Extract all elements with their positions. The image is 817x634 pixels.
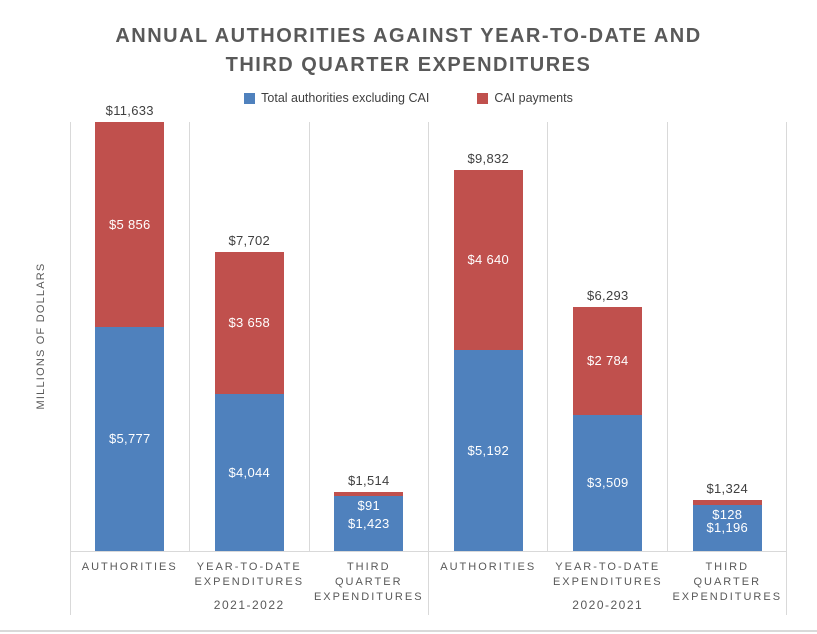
bar-segment-label-cai-payments: $4 640	[467, 252, 510, 267]
bar-segment-cai-payments	[334, 492, 404, 496]
bar-total-label: $11,633	[105, 103, 154, 118]
bar-segment-total-authorities-excluding-cai	[453, 350, 523, 551]
bar-segment-label-cai-payments: $3 658	[228, 315, 271, 330]
bar-segment-total-authorities-excluding-cai	[573, 415, 643, 551]
plot-right-border	[786, 122, 787, 615]
bar-total-label: $6,293	[586, 288, 629, 303]
bar-segment-label-cai-payments: $91	[357, 498, 381, 513]
bar-total-label: $1,324	[706, 481, 749, 496]
category-separator-line	[547, 122, 548, 551]
group-axis: 2021-2022 2020-2021	[70, 598, 787, 612]
bar-segment-cai-payments	[692, 500, 762, 505]
group-separator-line	[428, 122, 429, 615]
bar-segment-label-total-authorities: $4,044	[228, 464, 271, 480]
bar-segment-label-total-authorities: $5,192	[467, 442, 510, 458]
bar-segment-label-cai-payments: $2 784	[586, 353, 629, 368]
bar-segment-total-authorities-excluding-cai	[214, 394, 284, 551]
bar-segment-label-cai-payments: $5 856	[108, 216, 151, 232]
plot-area: $11,633 $5 856 $5,777 $7,702 $3 658 $4,044 $1,…	[70, 103, 787, 551]
y-axis-title: MILLIONS OF DOLLARS	[35, 262, 47, 410]
group-label-2021-2022: 2021-2022	[213, 598, 285, 612]
category-separator-line	[309, 122, 310, 551]
category-axis: AUTHORITIES YEAR-TO-DATE EXPENDITURES TH…	[70, 560, 787, 605]
bar-segment-cai-payments	[453, 170, 523, 350]
bar-segment-total-authorities-excluding-cai	[692, 505, 762, 551]
legend-item-cai-payments: CAI payments	[477, 91, 573, 105]
category-label: THIRD QUARTER EXPENDITURES	[672, 561, 783, 603]
chart-title: ANNUAL AUTHORITIES AGAINST YEAR-TO-DATE …	[0, 22, 817, 80]
page-bottom-border	[0, 630, 817, 632]
category-label: YEAR-TO-DATE EXPENDITURES	[194, 561, 305, 588]
chart-title-line-1: ANNUAL AUTHORITIES AGAINST YEAR-TO-DATE …	[115, 25, 702, 47]
bar-segment-label-total-authorities: $1,423	[347, 515, 390, 531]
group-label-2020-2021: 2020-2021	[572, 598, 644, 612]
category-label: YEAR-TO-DATE EXPENDITURES	[552, 561, 663, 588]
category-separator-line	[667, 122, 668, 551]
category-label: AUTHORITIES	[81, 561, 178, 573]
bar-segment-total-authorities-excluding-cai	[95, 327, 165, 551]
bar-segment-label-total-authorities: $5,777	[108, 431, 151, 446]
legend-label: Total authorities excluding CAI	[261, 91, 430, 105]
legend-swatch-blue-icon	[244, 92, 256, 104]
legend-item-total-authorities: Total authorities excluding CAI	[244, 91, 429, 105]
bar-segment-cai-payments	[95, 122, 165, 327]
category-label: AUTHORITIES	[440, 561, 537, 573]
bar-segment-label-total-authorities: $1,196	[706, 520, 749, 535]
bar-segment-total-authorities-excluding-cai	[334, 496, 404, 551]
bar-segment-label-total-authorities: $3,509	[586, 475, 629, 490]
bar-segment-label-cai-payments: $128	[712, 507, 743, 522]
category-label: THIRD QUARTER EXPENDITURES	[313, 561, 424, 603]
bar-segment-cai-payments	[214, 252, 284, 394]
bar-total-label: $1,514	[347, 473, 390, 488]
bar-total-label: $9,832	[467, 151, 510, 166]
legend: Total authorities excluding CAI CAI paym…	[0, 91, 817, 105]
bar-total-label: $7,702	[228, 233, 271, 248]
legend-swatch-red-icon	[477, 92, 489, 104]
bar-segment-cai-payments	[573, 307, 643, 415]
category-separator-line	[189, 122, 190, 551]
chart-title-line-2: THIRD QUARTER EXPENDITURES	[225, 54, 592, 76]
x-axis-line	[70, 551, 787, 552]
legend-label: CAI payments	[494, 91, 573, 105]
plot-left-border	[70, 122, 71, 615]
